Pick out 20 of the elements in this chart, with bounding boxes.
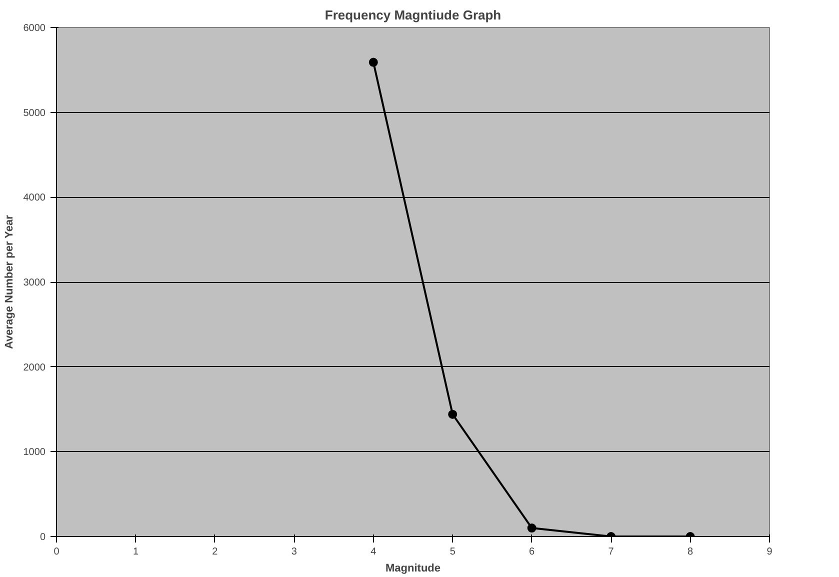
x-tick-label: 4 (370, 546, 377, 558)
x-tick-label: 8 (687, 546, 694, 558)
y-tick-label: 6000 (23, 23, 46, 34)
x-tick-label: 9 (766, 546, 773, 558)
y-tick-label: 5000 (23, 108, 46, 119)
y-axis-title: Average Number per Year (3, 214, 16, 350)
x-tick-label: 5 (450, 546, 456, 558)
x-tick-label: 7 (608, 546, 614, 558)
y-tick-label: 1000 (23, 447, 46, 458)
x-tick-label: 2 (212, 546, 218, 558)
x-axis-title: Magnitude (386, 562, 441, 574)
y-tick-label: 0 (40, 532, 46, 543)
chart-title: Frequency Magntiude Graph (324, 8, 502, 22)
y-tick-label: 2000 (23, 362, 46, 374)
x-tick-label: 3 (291, 546, 298, 558)
y-tick-label: 3000 (23, 278, 46, 288)
y-tick-label: 4000 (23, 192, 46, 204)
x-tick-label: 0 (54, 546, 60, 558)
x-tick-label: 6 (529, 546, 536, 558)
x-tick-label: 1 (132, 546, 139, 558)
